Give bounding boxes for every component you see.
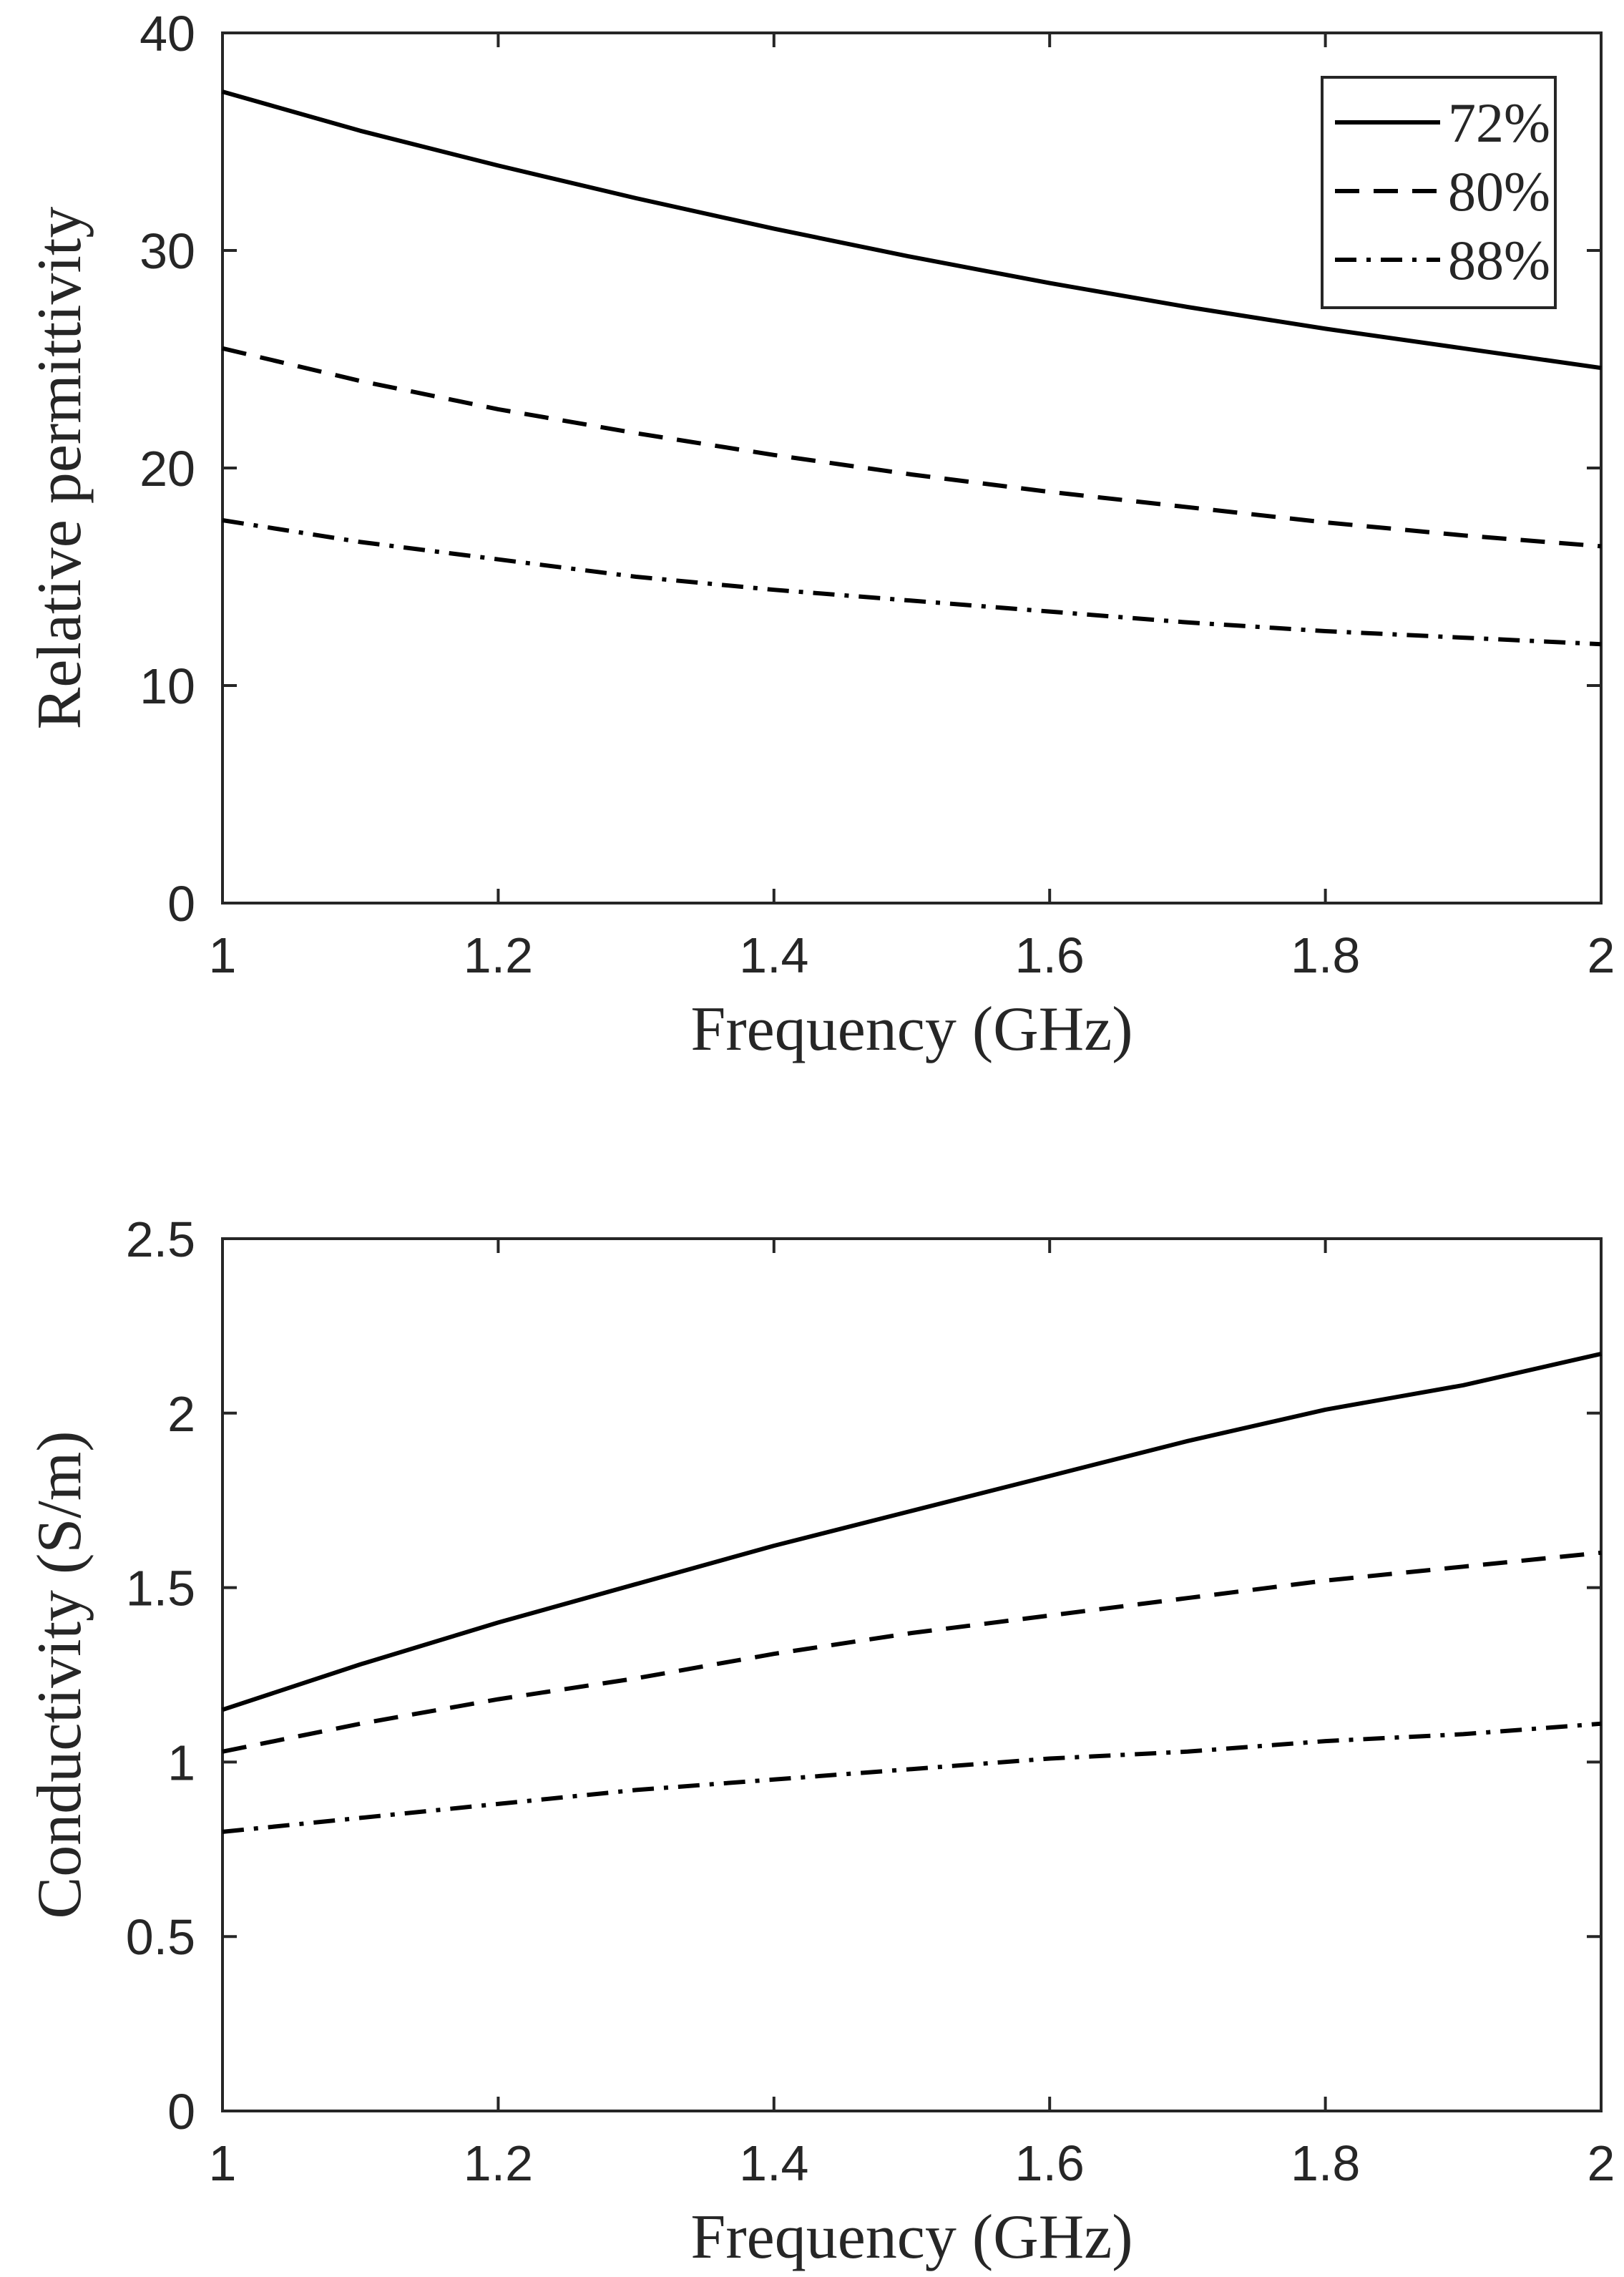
legend: 72%80%88% bbox=[1321, 76, 1557, 309]
x-tick-label: 1.6 bbox=[1015, 927, 1085, 983]
legend-label: 88% bbox=[1448, 229, 1550, 291]
series-line-72pct bbox=[222, 89, 1602, 371]
y-tick-label: 0 bbox=[167, 876, 195, 932]
series-line-80pct bbox=[222, 346, 1602, 549]
x-tick-label: 1.8 bbox=[1291, 2135, 1360, 2191]
y-tick-label: 0.5 bbox=[126, 1909, 195, 1965]
series-line-88pct bbox=[222, 518, 1602, 647]
y-tick-label: 2.5 bbox=[126, 1211, 195, 1267]
y-tick-label: 30 bbox=[140, 223, 195, 279]
x-tick-label: 1.2 bbox=[464, 927, 533, 983]
y-tick-label: 0 bbox=[167, 2084, 195, 2140]
y-axis-label: Relative permittivity bbox=[25, 207, 94, 730]
x-tick-label: 1.6 bbox=[1015, 2135, 1085, 2191]
x-axis-label: Frequency (GHz) bbox=[690, 995, 1133, 1064]
x-tick-label: 1.2 bbox=[464, 2135, 533, 2191]
y-tick-label: 1 bbox=[167, 1735, 195, 1790]
series-line-72pct bbox=[222, 1351, 1602, 1712]
x-tick-label: 2 bbox=[1588, 2135, 1615, 2191]
x-tick-label: 1.4 bbox=[739, 927, 808, 983]
y-tick-label: 20 bbox=[140, 441, 195, 497]
chart-panel-2: 1 1.2 1.4 1.6 1.8 2 0 0.5 1 1.5 2 2.5 Frequency (GHz… bbox=[25, 1211, 1615, 2272]
x-tick-label: 1.8 bbox=[1291, 927, 1360, 983]
legend-box bbox=[1321, 76, 1557, 309]
axes-frame bbox=[221, 1237, 1603, 2112]
y-axis-label: Conductivity (S/m) bbox=[25, 1431, 94, 1919]
x-tick-label: 1 bbox=[209, 927, 237, 983]
y-tick-label: 2 bbox=[167, 1386, 195, 1442]
y-tick-label: 10 bbox=[140, 658, 195, 714]
legend-label: 72% bbox=[1448, 92, 1550, 154]
y-tick-label: 1.5 bbox=[126, 1561, 195, 1617]
x-axis-label: Frequency (GHz) bbox=[690, 2203, 1133, 2272]
x-tick-label: 1.4 bbox=[739, 2135, 808, 2191]
series-line-80pct bbox=[222, 1550, 1602, 1754]
series-line-88pct bbox=[222, 1721, 1602, 1834]
legend-label: 80% bbox=[1448, 160, 1550, 223]
y-tick-label: 40 bbox=[140, 6, 195, 62]
x-tick-label: 1 bbox=[209, 2135, 237, 2191]
x-tick-label: 2 bbox=[1588, 927, 1615, 983]
